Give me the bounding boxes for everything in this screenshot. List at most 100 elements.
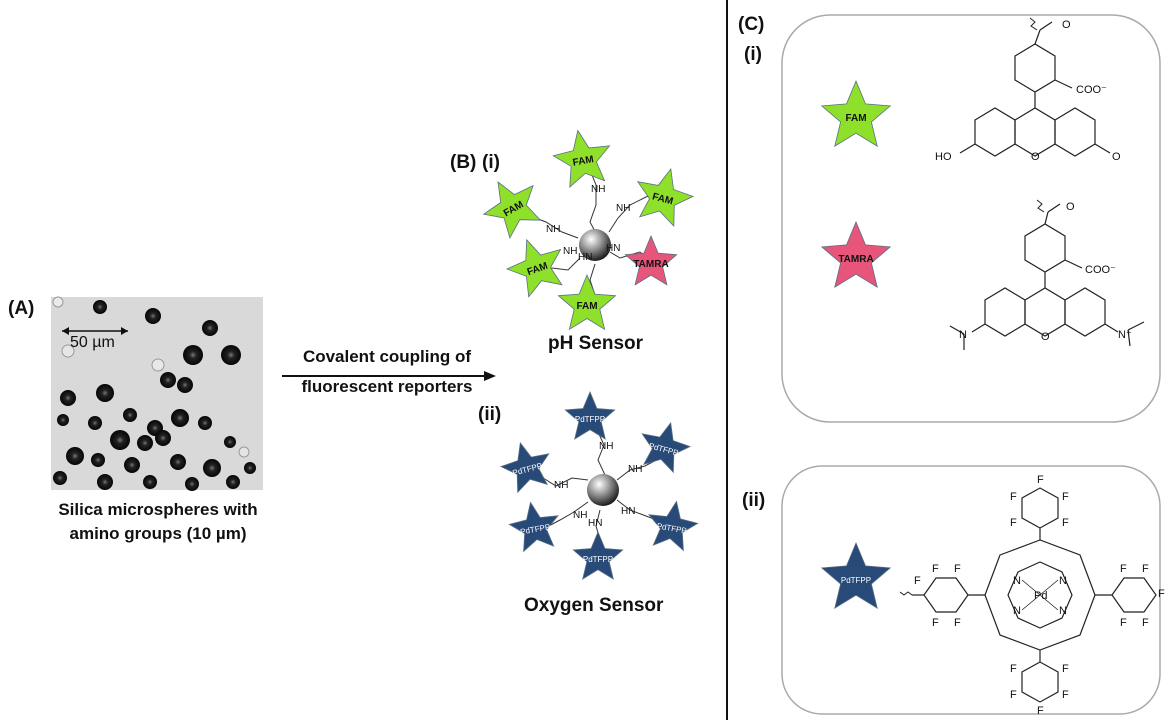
n-label-3: N xyxy=(1013,605,1021,617)
f-label-19: F xyxy=(1120,617,1127,629)
fam-star-left-shape xyxy=(482,181,542,239)
scale-bar-label: 50 µm xyxy=(70,334,115,351)
f-label-16: F xyxy=(1120,563,1127,575)
f-label-15: F xyxy=(954,617,961,629)
f-label-2: F xyxy=(1010,491,1017,503)
oxygen-bead xyxy=(587,474,619,506)
ph-linker-3: HN xyxy=(606,243,621,254)
f-label-14: F xyxy=(932,617,939,629)
fam-o-label: O xyxy=(1062,19,1071,31)
tamra-n-plus-label: N⁺ xyxy=(1118,329,1132,341)
tamra-star-sensor: TAMRA xyxy=(624,234,678,286)
fam-star-bottom-label: FAM xyxy=(576,301,597,312)
box-c-i xyxy=(781,14,1161,423)
pdtfpp-legend-star: PdTFPP xyxy=(820,541,892,609)
panel-a-label: (A) xyxy=(8,298,35,319)
fam-star-top-shape xyxy=(552,129,611,188)
pdtfpp-star-right: PdTFPP xyxy=(641,421,692,474)
f-label-8: F xyxy=(1062,663,1069,675)
o2-linker-1: NH xyxy=(599,441,614,452)
ph-bead xyxy=(579,229,611,261)
caption-line-2: amino groups (10 µm) xyxy=(69,524,247,543)
ph-linker-1: NH xyxy=(591,184,606,195)
fam-ring-o-label: O xyxy=(1031,151,1040,163)
pdtfpp-structure xyxy=(899,487,1157,703)
pdtfpp-star-lower-right-shape xyxy=(648,500,699,552)
panel-c-label: (C) xyxy=(738,14,765,35)
tamra-o-label: O xyxy=(1066,201,1075,213)
o2-linker-4: HN xyxy=(588,518,603,529)
pd-label: Pd xyxy=(1034,590,1047,602)
fam-star-lower-left: FAM xyxy=(505,238,563,298)
f-label-7: F xyxy=(1010,663,1017,675)
fam-star-bottom-shape xyxy=(557,273,617,331)
micrograph-caption: Silica microspheres with amino groups (1… xyxy=(30,498,286,546)
arrow-caption: Covalent coupling of fluorescent reporte… xyxy=(272,345,502,399)
pdtfpp-star-lower-left-shape xyxy=(508,501,559,553)
tamra-star-sensor-label: TAMRA xyxy=(633,259,668,270)
f-label-9: F xyxy=(1010,689,1017,701)
fam-keto-o-label: O xyxy=(1112,151,1121,163)
panel-b-i-label: (i) xyxy=(482,152,500,173)
ph-linker-6: NH xyxy=(546,224,561,235)
fam-star-top: FAM xyxy=(552,129,611,188)
f-label-17: F xyxy=(1142,563,1149,575)
n-label-4: N xyxy=(1059,605,1067,617)
f-label-5: F xyxy=(1062,517,1069,529)
f-label-18: F xyxy=(1158,588,1165,600)
reaction-arrow xyxy=(282,371,496,381)
pdtfpp-star-right-shape xyxy=(641,421,692,474)
o2-linker-2: NH xyxy=(628,464,643,475)
panel-c-ii-label: (ii) xyxy=(742,490,766,511)
pdtfpp-star-bottom-shape xyxy=(572,530,624,580)
caption-line-1: Silica microspheres with xyxy=(58,500,258,519)
fam-ho-label: HO xyxy=(935,151,952,163)
pdtfpp-star-lower-left: PdTFPP xyxy=(508,501,559,553)
ph-sensor-title: pH Sensor xyxy=(548,333,644,354)
fam-star-right-label: FAM xyxy=(651,191,674,207)
pdtfpp-star-bottom: PdTFPP xyxy=(572,530,624,580)
fam-star-bottom: FAM xyxy=(557,273,617,331)
fam-star-right-shape xyxy=(636,167,695,227)
ph-linker-5: NH xyxy=(563,246,578,257)
pdtfpp-star-bottom-label: PdTFPP xyxy=(583,555,613,564)
pdtfpp-star-top-label: PdTFPP xyxy=(575,415,605,424)
o2-linker-3: HN xyxy=(621,506,636,517)
f-label-6: F xyxy=(1037,705,1044,717)
pdtfpp-star-left: PdTFPP xyxy=(499,441,550,494)
fam-star-lower-left-shape xyxy=(505,238,563,298)
arrow-line-2: fluorescent reporters xyxy=(301,377,473,396)
panel-b-label: (B) xyxy=(450,152,477,173)
f-label-13: F xyxy=(914,575,921,587)
tamra-structure xyxy=(949,199,1145,350)
tamra-coo-label: COO⁻ xyxy=(1085,264,1116,276)
n-label-2: N xyxy=(1059,575,1067,587)
box-c-ii xyxy=(781,465,1161,715)
f-label-20: F xyxy=(1142,617,1149,629)
fam-legend-star: FAM xyxy=(820,79,892,147)
pdtfpp-legend-star-label: PdTFPP xyxy=(841,576,871,585)
n-label-1: N xyxy=(1013,575,1021,587)
pdtfpp-legend-star-shape xyxy=(820,541,892,609)
fam-legend-star-shape xyxy=(820,79,892,147)
pdtfpp-star-top-shape xyxy=(564,390,616,440)
fam-star-top-label: FAM xyxy=(572,154,595,168)
micrograph-image xyxy=(51,296,263,491)
tamra-legend-star: TAMRA xyxy=(820,220,892,288)
fam-coo-label: COO⁻ xyxy=(1076,84,1107,96)
tamra-n-label: N xyxy=(959,329,967,341)
pdtfpp-star-top: PdTFPP xyxy=(564,390,616,440)
oxygen-sensor-title: Oxygen Sensor xyxy=(524,595,664,616)
pdtfpp-star-lower-right: PdTFPP xyxy=(648,500,699,552)
ph-linker-2: NH xyxy=(616,203,631,214)
panel-b-ii-label: (ii) xyxy=(478,404,502,425)
o2-linker-6: NH xyxy=(554,480,569,491)
pdtfpp-star-left-shape xyxy=(499,441,550,494)
tamra-star-sensor-shape xyxy=(624,234,678,286)
f-label-11: F xyxy=(932,563,939,575)
tamra-legend-star-shape xyxy=(820,220,892,288)
f-label-10: F xyxy=(1062,689,1069,701)
